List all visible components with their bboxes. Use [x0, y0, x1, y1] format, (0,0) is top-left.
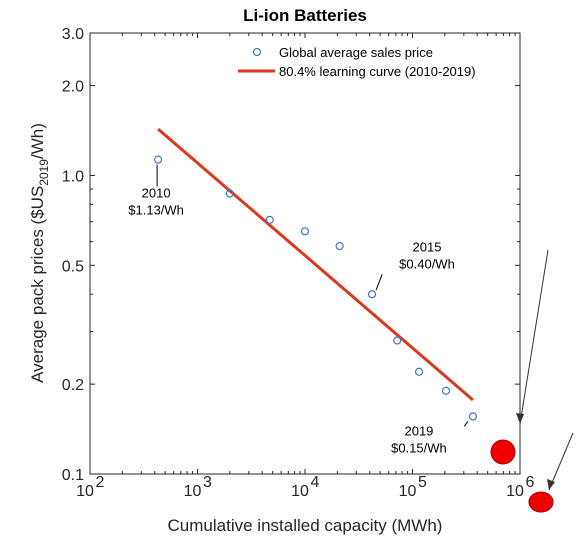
- learning-curve-line: [157, 127, 474, 402]
- y-tick-label: 3.0: [62, 26, 84, 43]
- data-point: [367, 290, 377, 299]
- y-tick-label: 0.1: [62, 467, 84, 484]
- arrow-head-upper: [516, 413, 524, 424]
- arrow-head-lower: [547, 479, 555, 490]
- y-axis-ticks: 0.1 0.2 0.5 1.0 2.0 3.0: [62, 26, 520, 484]
- annotation-year-2010: 2010: [142, 186, 171, 201]
- data-point: [300, 227, 310, 236]
- data-point: [335, 241, 344, 251]
- annotation-price-2019: $0.15/Wh: [391, 440, 447, 455]
- red-marker-upper: [490, 439, 516, 465]
- legend-marker-sales-price: [252, 47, 262, 57]
- x-tick-exponent: 4: [311, 474, 320, 491]
- annotation-leader-2019: [463, 421, 469, 427]
- legend-box: [230, 38, 515, 84]
- annotation-price-2015: $0.40/Wh: [399, 256, 455, 271]
- annotation-price-2010: $1.13/Wh: [128, 203, 184, 218]
- arrow-to-lower-red-marker: [548, 432, 574, 491]
- annotation-year-2019: 2019: [404, 423, 433, 438]
- x-tick-label: 10: [399, 483, 417, 500]
- y-axis-label: Average pack prices ($US2019/Wh): [28, 123, 51, 383]
- annotations-layer: 2010 $1.13/Wh 2015 $0.40/Wh 2019 $0.15/Wh: [128, 164, 469, 455]
- x-tick-label: 10: [184, 483, 202, 500]
- chart-title: Li-ion Batteries: [243, 6, 367, 25]
- x-tick-exponent: 3: [203, 474, 212, 491]
- data-point: [468, 412, 478, 421]
- y-axis-label-suffix: /Wh): [28, 123, 47, 159]
- series-layer: [153, 127, 478, 421]
- legend: Global average sales price 80.4% learnin…: [230, 38, 515, 84]
- y-axis-label-prefix: Average pack prices ($US: [28, 186, 47, 383]
- annotation-leader-2015: [375, 274, 383, 291]
- data-point: [265, 215, 274, 224]
- y-tick-label: 2.0: [62, 79, 84, 96]
- data-point: [225, 189, 234, 198]
- x-tick-label: 10: [76, 483, 94, 500]
- x-tick-label: 10: [506, 483, 524, 500]
- x-axis-label: Cumulative installed capacity (MWh): [168, 516, 443, 535]
- legend-label-sales-price: Global average sales price: [279, 45, 433, 60]
- data-point: [441, 386, 451, 395]
- overlay-arrows: [490, 249, 574, 513]
- x-tick-label: 10: [291, 483, 309, 500]
- legend-label-learning-curve: 80.4% learning curve (2010-2019): [279, 64, 476, 79]
- data-point: [153, 155, 163, 164]
- x-tick-exponent: 5: [418, 474, 427, 491]
- y-tick-label: 1.0: [62, 168, 84, 185]
- x-tick-exponent: 6: [526, 474, 535, 491]
- y-tick-label: 0.2: [62, 377, 84, 394]
- data-point: [414, 367, 424, 376]
- red-marker-lower: [528, 491, 554, 513]
- x-tick-exponent: 2: [96, 474, 105, 491]
- y-axis-label-subscript: 2019: [37, 159, 51, 186]
- arrow-to-upper-red-marker: [519, 249, 549, 425]
- annotation-year-2015: 2015: [413, 239, 442, 254]
- data-point: [393, 336, 402, 345]
- y-tick-label: 0.5: [62, 258, 84, 275]
